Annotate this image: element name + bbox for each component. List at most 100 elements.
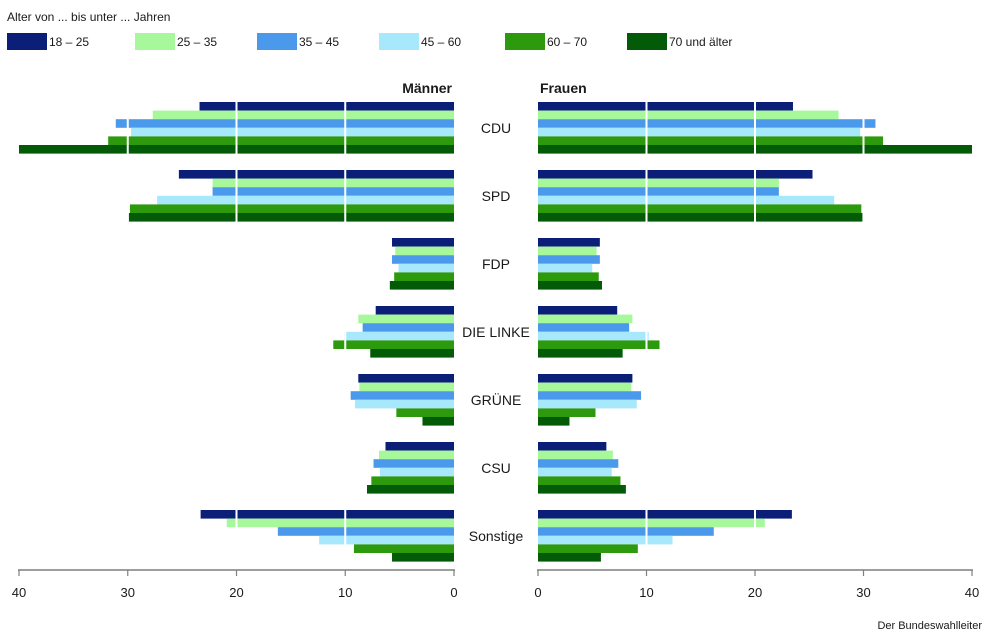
bar-frauen-6-1 xyxy=(538,518,765,528)
bar-maenner-1-1 xyxy=(212,178,454,188)
bar-maenner-5-0 xyxy=(385,442,454,451)
bar-frauen-2-0 xyxy=(538,238,600,247)
legend-swatch-5 xyxy=(505,33,545,50)
bar-maenner-1-0 xyxy=(178,170,455,179)
bar-frauen-4-5 xyxy=(538,417,570,426)
bar-frauen-0-0 xyxy=(538,102,793,111)
bar-maenner-3-3 xyxy=(344,331,454,341)
legend-label-3: 35 – 45 xyxy=(299,35,339,49)
tick-label-frauen-2: 20 xyxy=(748,585,762,600)
bar-frauen-4-2 xyxy=(538,391,642,400)
bar-maenner-0-1 xyxy=(152,110,454,120)
bar-frauen-5-0 xyxy=(538,442,607,451)
panel-title-frauen: Frauen xyxy=(540,80,587,96)
tick-label-frauen-1: 10 xyxy=(639,585,653,600)
bar-frauen-2-3 xyxy=(538,263,593,273)
tick-label-frauen-4: 40 xyxy=(965,585,979,600)
category-label-1: SPD xyxy=(482,188,511,204)
bar-frauen-6-3 xyxy=(538,535,673,545)
bar-maenner-0-4 xyxy=(108,136,455,145)
category-label-5: CSU xyxy=(481,460,511,476)
bar-maenner-0-0 xyxy=(199,102,454,111)
bar-maenner-1-2 xyxy=(212,187,454,196)
bar-frauen-5-2 xyxy=(538,459,619,468)
legend-swatch-2 xyxy=(135,33,175,50)
category-label-4: GRÜNE xyxy=(471,391,522,408)
bar-maenner-2-5 xyxy=(389,281,454,290)
bar-frauen-0-3 xyxy=(538,127,861,137)
bar-frauen-6-5 xyxy=(538,553,601,562)
bar-frauen-1-0 xyxy=(538,170,813,179)
bar-frauen-3-2 xyxy=(538,323,630,332)
bar-maenner-6-1 xyxy=(226,518,454,528)
legend-label-2: 25 – 35 xyxy=(177,35,217,49)
bar-frauen-3-1 xyxy=(538,314,633,324)
legend-label-4: 45 – 60 xyxy=(421,35,461,49)
bar-frauen-5-1 xyxy=(538,450,613,460)
bar-maenner-3-2 xyxy=(362,323,454,332)
bar-frauen-0-4 xyxy=(538,136,884,145)
legend-swatch-1 xyxy=(7,33,47,50)
tick-label-maenner-0: 40 xyxy=(12,585,26,600)
source-label: Der Bundeswahlleiter xyxy=(877,620,982,632)
bar-maenner-4-2 xyxy=(350,391,454,400)
bar-frauen-2-1 xyxy=(538,246,597,256)
bar-frauen-3-5 xyxy=(538,349,623,358)
bar-frauen-0-2 xyxy=(538,119,876,128)
legend: Alter von ... bis unter ... Jahren 18 – … xyxy=(7,10,732,50)
category-labels: CDU SPD FDP DIE LINKE GRÜNE CSU Sonstige xyxy=(462,120,530,544)
panel-title-maenner: Männer xyxy=(402,80,452,96)
bar-frauen-1-4 xyxy=(538,204,862,213)
bar-maenner-5-4 xyxy=(371,476,454,485)
bar-frauen-4-1 xyxy=(538,382,632,392)
bar-frauen-5-4 xyxy=(538,476,621,485)
legend-swatch-4 xyxy=(379,33,419,50)
bar-maenner-2-0 xyxy=(392,238,454,247)
tick-label-frauen-0: 0 xyxy=(534,585,541,600)
gridlines xyxy=(126,96,865,565)
tick-label-maenner-3: 10 xyxy=(338,585,352,600)
bar-frauen-4-0 xyxy=(538,374,633,383)
bar-maenner-4-4 xyxy=(396,408,454,417)
bar-frauen-1-1 xyxy=(538,178,779,188)
bar-maenner-6-5 xyxy=(392,553,454,562)
category-label-2: FDP xyxy=(482,256,510,272)
bar-frauen-0-1 xyxy=(538,110,839,120)
bar-maenner-6-0 xyxy=(200,510,454,519)
tick-label-maenner-2: 20 xyxy=(229,585,243,600)
bar-maenner-5-2 xyxy=(373,459,454,468)
bar-maenner-3-0 xyxy=(375,306,454,315)
panel-titles: Männer Frauen xyxy=(402,80,586,96)
bar-maenner-3-5 xyxy=(370,349,454,358)
bar-frauen-5-3 xyxy=(538,467,612,477)
legend-label-6: 70 und älter xyxy=(669,35,732,49)
category-label-3: DIE LINKE xyxy=(462,324,530,340)
legend-title: Alter von ... bis unter ... Jahren xyxy=(7,10,170,24)
bar-maenner-4-1 xyxy=(359,382,454,392)
bar-frauen-5-5 xyxy=(538,485,626,494)
bar-maenner-2-3 xyxy=(398,263,454,273)
bar-frauen-6-0 xyxy=(538,510,792,519)
bar-frauen-2-4 xyxy=(538,272,599,281)
bar-maenner-4-3 xyxy=(355,399,454,409)
bar-maenner-6-3 xyxy=(319,535,454,545)
legend-label-1: 18 – 25 xyxy=(49,35,89,49)
bar-frauen-3-3 xyxy=(538,331,649,341)
bar-frauen-2-5 xyxy=(538,281,603,290)
bar-maenner-4-5 xyxy=(422,417,454,426)
bar-frauen-6-2 xyxy=(538,527,714,536)
bar-maenner-4-0 xyxy=(358,374,454,383)
bar-frauen-1-3 xyxy=(538,195,835,205)
tick-label-maenner-4: 0 xyxy=(450,585,457,600)
bar-frauen-3-0 xyxy=(538,306,618,315)
tick-label-maenner-1: 30 xyxy=(121,585,135,600)
category-label-0: CDU xyxy=(481,120,511,136)
bar-frauen-2-2 xyxy=(538,255,600,264)
bar-maenner-5-5 xyxy=(367,485,454,494)
bar-maenner-0-3 xyxy=(131,127,454,137)
bar-maenner-3-4 xyxy=(333,340,454,349)
bar-frauen-1-2 xyxy=(538,187,779,196)
bar-maenner-5-1 xyxy=(378,450,454,460)
tick-label-frauen-3: 30 xyxy=(856,585,870,600)
bar-maenner-3-1 xyxy=(358,314,454,324)
